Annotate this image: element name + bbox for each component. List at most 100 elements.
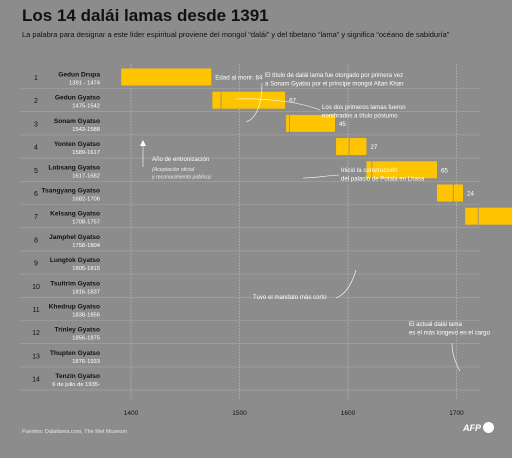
age-label: 24 [467,191,474,198]
lama-number: 7 [34,214,38,221]
lama-name: Khedrup Gyatso [49,304,100,311]
lama-dates: 1838-1856 [72,313,100,319]
lama-name: Tsangyang Gyatso [41,188,100,195]
arrowhead-icon [140,140,146,146]
afp-logo: AFP [463,422,494,433]
lama-name: Sonam Gyatso [54,118,100,125]
afp-logo-text: AFP [463,422,481,433]
lifespan-bar [366,161,437,179]
annotation-line: Año de entronización [152,156,209,163]
lama-name: Lobsang Gyatso [48,164,100,171]
annotation-enthronement: Año de entronización [152,156,209,163]
lama-name: Trinley Gyatso [55,327,100,334]
connector-longest [451,342,461,372]
lifespan-bar [465,207,512,225]
lama-row: 6 Tsangyang Gyatso 1682-1706 24 [20,184,480,205]
lifespan-bar [336,138,367,156]
lama-name: Tsultrim Gyatso [50,280,100,287]
lama-dates: 1391 - 1474 [69,81,101,87]
lifespan-bar [286,114,335,132]
lifespan-bar [212,91,286,109]
lama-row: 2 Gedun Gyatso 1475-1542 67 [20,91,480,112]
source-note: Fuentes: Dalailama.com, The Met Museum [22,429,128,435]
x-tick-label: 1600 [341,410,356,417]
lifespan-bar [121,68,212,86]
lama-number: 1 [34,75,38,82]
age-label: Edad al morir: 84 [215,75,263,82]
x-axis: 14001500160017001800190020002025 [124,410,464,417]
lama-name: Jamphel Gyatso [49,234,100,241]
annotation-line: nombrados a título póstumo [322,112,398,119]
lama-dates: 1805-1815 [72,266,100,272]
x-tick-label: 1400 [124,410,139,417]
lama-number: 14 [32,377,40,384]
x-tick-label: 1500 [232,410,247,417]
lama-number: 2 [34,98,38,105]
lama-number: 6 [34,191,38,198]
lama-dates: 1758-1804 [72,243,100,249]
page-subtitle: La palabra para designar a este líder es… [22,30,450,39]
annotation-line: del palacio de Potala en Lhasa [341,175,425,182]
lama-rows: 1 Gedun Drupa 1391 - 1474 Edad al morir: 84… [20,68,512,391]
annotation-line: y reconocimiento público) [151,174,211,180]
afp-logo-dot-icon [483,422,494,433]
lama-row: 4 Yonten Gyatso 1589-1617 27 [20,138,480,159]
lama-number: 11 [32,307,39,314]
lama-name: Lungtok Gyatso [50,257,100,264]
lama-row: 1 Gedun Drupa 1391 - 1474 Edad al morir: 84 [20,68,480,89]
lama-number: 4 [34,145,38,152]
annotation-line: a Sonam Gyatso por el príncipe mongol Al… [265,80,404,87]
lifespan-bar [436,184,464,202]
lama-dates: 6 de julio de 1935- [52,382,100,388]
connector-shortest [335,269,357,299]
age-label: 45 [339,121,346,128]
age-label: 27 [370,144,377,151]
lama-number: 8 [34,237,38,244]
annotation-line: Inició la construcción [341,167,398,174]
lama-dates: 1617-1682 [72,173,100,179]
annotation-line: Tuvo el mandato más corto [253,294,327,301]
lama-number: 9 [34,261,38,268]
lama-name: Kelsang Gyatso [50,211,100,218]
lama-name: Gedun Drupa [58,72,100,79]
connector-posthumous [235,98,321,111]
age-label: 67 [289,98,296,105]
lama-dates: 1543-1588 [72,127,100,133]
age-label: 65 [441,167,448,174]
lama-number: 13 [32,353,40,360]
annotation-shortest: Tuvo el mandato más corto [253,294,327,301]
lama-dates: 1856-1875 [72,336,100,342]
lama-dates: 1708-1757 [72,220,100,226]
lama-dates: 1589-1617 [72,150,100,156]
annotation-line: (Aceptación oficial [152,167,195,173]
lama-dates: 1475-1542 [72,104,100,110]
lama-number: 12 [32,330,40,337]
lama-dates: 1876-1933 [72,359,100,365]
annotation-line: El título de dalái lama fue otorgado por… [265,72,403,79]
x-tick-label: 1700 [449,410,464,417]
connector-title-origin [245,82,263,123]
annotation-title-origin: El título de dalái lama fue otorgado por… [265,72,404,87]
page-title: Los 14 dalái lamas desde 1391 [22,6,269,25]
lama-row: 5 Lobsang Gyatso 1617-1682 65 [20,161,480,182]
lama-number: 10 [32,284,40,291]
annotation-line: Los dos primeros lamas fueron [322,104,406,111]
lama-dates: 1682-1706 [72,197,100,203]
lama-row: 14 Tenzin Gyatso 6 de julio de 1935- [20,373,480,391]
lama-number: 5 [34,168,38,175]
annotation-line: es el más longevo en el cargo [409,329,491,336]
lama-name: Tenzin Gyatso [55,373,100,380]
